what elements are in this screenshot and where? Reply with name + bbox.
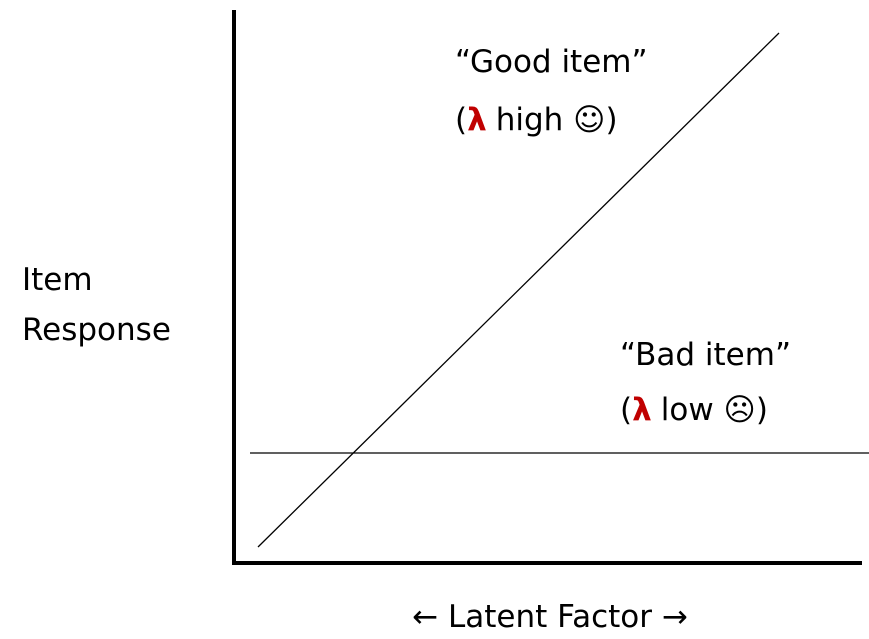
bad-item-note: (λ low ☹) <box>620 392 768 428</box>
good-item-line <box>257 32 780 548</box>
y-axis-label-line: Response <box>22 312 171 348</box>
x-axis-label: ← Latent Factor → <box>412 599 688 635</box>
bad-item-title: “Bad item” <box>620 337 791 373</box>
lambda: λ <box>632 392 652 428</box>
paren: ( <box>620 392 632 428</box>
note-text: high ☺) <box>496 102 618 138</box>
good-item-note: (λ high ☺) <box>455 102 618 138</box>
good-item-title: “Good item” <box>455 44 648 80</box>
paren: ( <box>455 102 467 138</box>
lambda: λ <box>467 102 487 138</box>
y-axis-label-line: Item <box>22 262 93 298</box>
note-text: low ☹) <box>661 392 768 428</box>
